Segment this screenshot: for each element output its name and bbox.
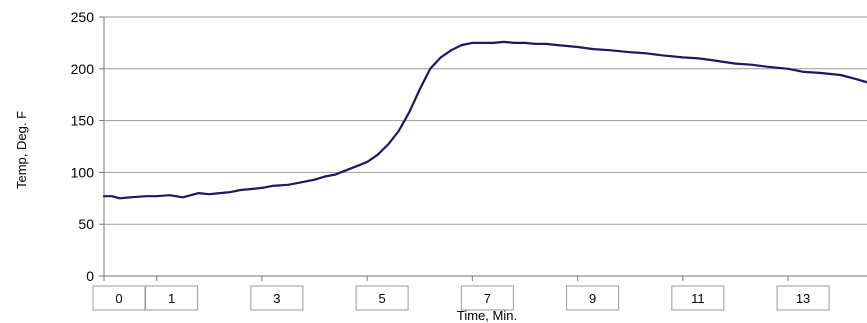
- x-axis-title: Time, Min.: [457, 308, 517, 323]
- y-tick-labels: 0 50 100 150 200 250: [71, 9, 95, 284]
- x-tick-box: [460, 285, 514, 311]
- y-tick-label: 200: [71, 61, 95, 77]
- x-tick-box: [566, 285, 620, 311]
- x-tick-box: [671, 285, 725, 311]
- y-tick-label: 50: [78, 216, 94, 232]
- x-tick-label: 5: [378, 291, 385, 306]
- gridlines: [99, 16, 867, 277]
- y-tick-label: 100: [71, 164, 95, 180]
- y-tick-label: 150: [71, 113, 95, 129]
- x-tick-box: [776, 285, 830, 311]
- x-tick-label: 11: [691, 291, 705, 306]
- y-tick-label: 0: [86, 268, 94, 284]
- x-tick-labels: 0 1 3 5 7 9 11 13: [92, 276, 830, 311]
- x-tick-box: [250, 285, 304, 311]
- x-tick-label: 13: [796, 291, 810, 306]
- x-tick-box: [145, 285, 199, 311]
- x-tick-box: [355, 285, 409, 311]
- x-tick-label: 3: [273, 291, 280, 306]
- x-tick-label: 0: [115, 291, 122, 306]
- y-tick-label: 250: [71, 9, 95, 25]
- x-tick-box: [92, 285, 146, 311]
- temperature-line: [102, 40, 867, 200]
- x-tick-label: 1: [168, 291, 175, 306]
- x-tick-label: 9: [589, 291, 596, 306]
- y-axis-title: Temp, Deg. F: [14, 111, 29, 189]
- axes: [103, 17, 867, 277]
- x-tick-label: 7: [484, 291, 491, 306]
